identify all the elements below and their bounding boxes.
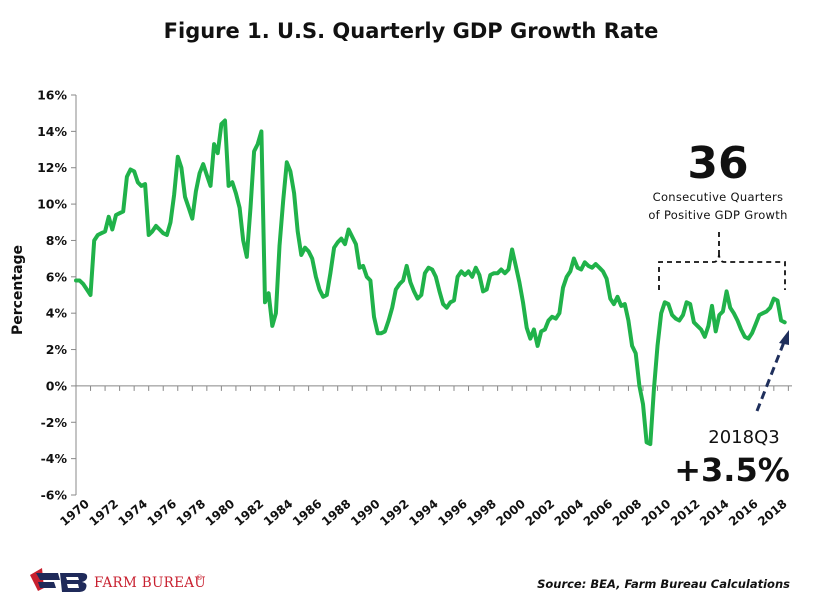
x-tick-label: 2010 — [639, 497, 674, 529]
latest-value-label: +3.5% — [674, 451, 790, 489]
x-tick-label: 1994 — [406, 497, 441, 529]
x-tick-label: 2016 — [726, 497, 761, 529]
x-tick-label: 1984 — [261, 497, 296, 529]
x-tick-label: 1988 — [319, 497, 354, 529]
consecutive-label-line1: Consecutive Quarters — [653, 190, 784, 204]
x-tick-label: 2004 — [552, 497, 587, 529]
y-tick-label: 10% — [37, 197, 67, 212]
source-note: Source: BEA, Farm Bureau Calculations — [537, 577, 790, 591]
y-tick-label: -2% — [41, 415, 68, 430]
latest-arrow-line — [757, 342, 784, 411]
x-tick-label: 2002 — [523, 497, 558, 529]
y-tick-label: 8% — [46, 233, 68, 248]
y-tick-label: 6% — [46, 269, 68, 284]
gdp-chart: Figure 1. U.S. Quarterly GDP Growth Rate… — [0, 0, 823, 600]
y-tick-label: 12% — [37, 160, 67, 175]
farm-bureau-logo: FARM BUREAU ® — [30, 568, 206, 592]
y-tick-label: 2% — [46, 342, 68, 357]
x-tick-label: 2008 — [610, 497, 645, 529]
y-tick-label: 0% — [46, 378, 68, 393]
x-tick-label: 1972 — [86, 497, 121, 529]
y-tick-label: 4% — [46, 306, 68, 321]
consecutive-label-line2: of Positive GDP Growth — [648, 208, 787, 222]
x-tick-label: 1996 — [435, 497, 470, 529]
x-tick-label: 1980 — [203, 497, 238, 529]
chart-title: Figure 1. U.S. Quarterly GDP Growth Rate — [164, 19, 659, 43]
y-tick-label: -6% — [41, 488, 68, 503]
x-tick-label: 2000 — [493, 497, 528, 529]
x-tick-label: 1990 — [348, 497, 383, 529]
y-tick-label: 14% — [37, 124, 67, 139]
x-tick-label: 1992 — [377, 497, 412, 529]
brand-registered-mark: ® — [196, 574, 203, 582]
gdp-growth-line — [76, 121, 785, 445]
x-tick-label: 1974 — [115, 497, 150, 529]
farm-bureau-logo-icon — [30, 568, 87, 592]
y-axis: 16% 14% 12% 10% 8% 6% 4% 2% 0% -2% -4% -6% — [37, 88, 76, 503]
x-tick-label: 2006 — [581, 497, 616, 529]
series-layer — [76, 121, 785, 445]
positive-growth-bracket — [659, 255, 785, 290]
x-tick-label: 2012 — [668, 497, 703, 529]
x-tick-label: 1978 — [174, 497, 209, 529]
x-tick-label: 1976 — [145, 497, 180, 529]
y-tick-label: -4% — [41, 451, 68, 466]
x-tick-label: 1986 — [290, 497, 325, 529]
x-tick-label: 2018 — [755, 497, 790, 529]
y-tick-label: 16% — [37, 88, 67, 103]
x-tick-label: 1982 — [232, 497, 267, 529]
brand-name: FARM BUREAU — [94, 575, 206, 591]
consecutive-count: 36 — [687, 138, 748, 189]
latest-arrow-head — [779, 330, 789, 345]
latest-quarter-label: 2018Q3 — [708, 427, 779, 448]
y-axis-label: Percentage — [10, 245, 26, 335]
x-tick-label: 2014 — [697, 497, 732, 529]
x-tick-label: 1998 — [464, 497, 499, 529]
